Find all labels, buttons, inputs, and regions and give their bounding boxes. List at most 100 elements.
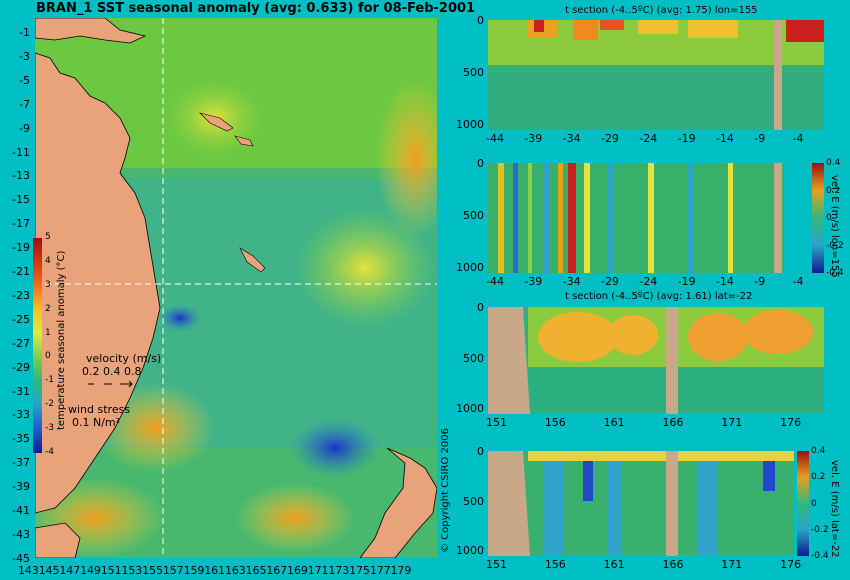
section-1-y-tick: 500 [463, 66, 484, 79]
vel-colorbar-2 [797, 451, 809, 556]
vel-section-lat-22 [488, 451, 794, 556]
section-1-y-tick: 0 [477, 14, 484, 27]
solomon-islands [199, 112, 254, 147]
section-2-x-tick: -19 [677, 275, 696, 288]
section-4-x-tick: 161 [603, 558, 625, 571]
section-1-title: t section (-4..5ºC) (avg: 1.75) lon=155 [565, 5, 758, 16]
warm-column [534, 20, 544, 32]
vel-colorbar-1-label: vel. E (m/s) lon=155 [829, 175, 840, 278]
section-4-y-tick: 0 [477, 445, 484, 458]
vel-band [513, 163, 518, 273]
map-lat-tick: -45 [12, 551, 30, 565]
vel-surface [528, 451, 794, 461]
section-3-x-tick: 151 [486, 416, 507, 429]
section-3-y-tick: 0 [477, 301, 484, 314]
warm-core [608, 315, 658, 355]
section-bg [488, 163, 784, 273]
tasmania-land [35, 522, 81, 558]
map-lat-tick: -1 [19, 26, 30, 39]
map-lat-tick: -31 [12, 384, 30, 398]
section-2-y-tick: 0 [477, 157, 484, 170]
map-x-axis-labels: 1431451471491511531551571591611631651671… [18, 564, 412, 577]
vel-band [728, 163, 733, 273]
vel-section-lon155 [488, 163, 784, 273]
vel-colorbar-2-label: vel. E (m/s) lat=-22 [829, 460, 840, 558]
map-lat-tick: -43 [12, 527, 30, 541]
warm-column [638, 20, 678, 34]
section-1-x-tick: -14 [715, 132, 734, 145]
map-colorbar-tick: 4 [45, 255, 51, 266]
continental-shelf [488, 307, 530, 414]
section-mid-layer [488, 75, 824, 130]
map-lat-tick: -21 [12, 265, 30, 278]
section-2-x-tick: -24 [639, 275, 658, 288]
section-3-x-tick: 176 [780, 416, 802, 429]
section-2-colorbar-tick: 0.4 [826, 158, 841, 168]
vel-band [688, 163, 694, 273]
land-gap [666, 307, 678, 414]
velocity-arrows-icon [88, 380, 133, 388]
map-lat-tick: -33 [12, 408, 30, 422]
section-1-x-tick: -29 [600, 132, 619, 145]
warm-patch [375, 78, 437, 238]
section-2-x-tick: -4 [792, 275, 804, 288]
new-zealand-land [359, 447, 437, 558]
vel-band [648, 163, 654, 273]
section-4-x-tick: 156 [544, 558, 566, 571]
section-4-colorbar-tick: 0 [811, 498, 817, 509]
map-lat-tick: -29 [12, 360, 30, 374]
section-4-x-tick: 166 [662, 558, 684, 571]
map-lat-tick: -13 [12, 169, 30, 183]
vel-band [543, 163, 549, 273]
map-lat-tick: -37 [12, 456, 30, 470]
section-2-x-tick: -9 [754, 275, 766, 288]
velocity-legend-values: 0.2 0.4 0.8 [82, 365, 142, 378]
new-caledonia-land [239, 247, 266, 273]
section-4-x-tick: 176 [780, 558, 802, 571]
section-bg [488, 451, 794, 556]
sst-anomaly-map [35, 18, 437, 558]
section-4-colorbar-tick: -0.2 [811, 524, 829, 535]
velocity-legend-title: velocity (m/s) [86, 352, 162, 365]
map-colorbar-tick: 5 [45, 232, 51, 242]
map-lat-tick: -9 [19, 121, 30, 135]
section-3-y-tick: 500 [463, 351, 484, 365]
section-4-x-tick: 151 [486, 558, 507, 571]
cold-anomaly [290, 418, 380, 478]
map-lat-tick: -41 [12, 504, 30, 517]
section-2-colorbar-tick: 0 [826, 213, 832, 223]
section-2-colorbar-tick: 0.2 [826, 185, 841, 196]
map-colorbar-tick: 1 [45, 327, 51, 338]
section-4-x-tick: 171 [721, 558, 743, 571]
section-3-x-tick: 161 [603, 416, 625, 429]
section-2-colorbar-tick: -0.2 [826, 240, 844, 251]
map-lat-tick: -39 [12, 480, 30, 494]
t-section-lon155 [488, 20, 824, 130]
map-lat-tick: -25 [12, 312, 30, 326]
section-2-y-tick: 500 [463, 209, 484, 222]
wind-legend-value: 0.1 N/m² [72, 416, 121, 429]
section-4-y-tick: 500 [463, 494, 484, 508]
warm-column [688, 20, 738, 38]
map-colorbar-tick: -3 [45, 423, 54, 434]
vel-band [608, 451, 622, 556]
map-colorbar-tick: -1 [45, 375, 54, 386]
land-gap [666, 451, 678, 556]
land-gap [774, 163, 782, 273]
section-2-x-tick: -14 [715, 275, 734, 288]
map-lat-tick: -5 [19, 73, 30, 87]
map-colorbar-tick: 2 [45, 303, 51, 314]
section-2-x-tick: -29 [600, 275, 619, 288]
section-1-x-tick: -39 [524, 132, 543, 145]
map-colorbar-tick: -4 [45, 447, 54, 457]
section-4-y-tick: 1000 [456, 544, 484, 557]
vel-band [558, 163, 563, 273]
section-4-colorbar-tick: 0.4 [811, 446, 826, 456]
australia-land [35, 52, 161, 514]
section-1-x-tick: -19 [677, 132, 696, 145]
t-section-lat-22 [488, 307, 824, 414]
land-gap [774, 20, 782, 130]
warm-core [743, 310, 813, 354]
vel-band [528, 163, 532, 273]
vel-band [583, 451, 593, 501]
